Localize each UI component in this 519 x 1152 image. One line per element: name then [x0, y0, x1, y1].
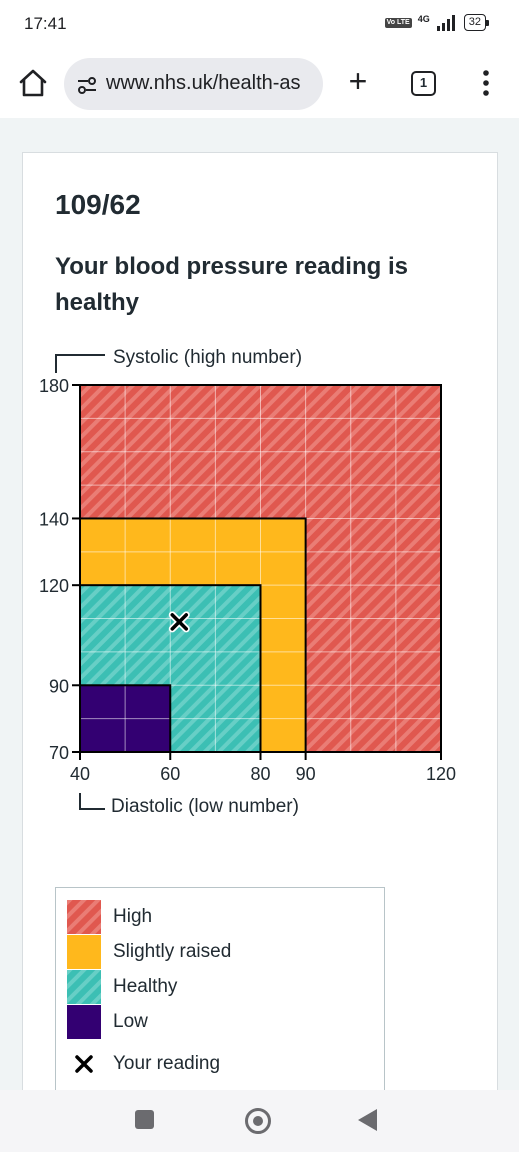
y-tick-label: 180: [39, 376, 69, 396]
reading-value: 109/62: [55, 189, 141, 220]
more-menu-icon[interactable]: [478, 68, 494, 98]
legend-label-low: Low: [113, 1011, 148, 1032]
system-nav-bar: [0, 1090, 519, 1152]
legend-swatch-high: [67, 900, 101, 934]
x-axis-label-bracket: [79, 793, 105, 810]
status-time: 17:41: [24, 14, 67, 33]
url-text[interactable]: www.nhs.uk/health-as: [106, 72, 301, 94]
legend-label-high: High: [113, 906, 153, 927]
result-card: 109/62 Your blood pressure reading is he…: [22, 152, 498, 1117]
legend-label-healthy: Healthy: [113, 976, 178, 997]
new-tab-icon[interactable]: +: [348, 63, 368, 99]
legend-swatch-healthy: [67, 970, 101, 1004]
legend-swatch-low: [67, 1005, 101, 1039]
home-nav-icon[interactable]: [245, 1108, 271, 1134]
x-tick-label: 40: [70, 764, 90, 784]
back-icon[interactable]: [358, 1109, 377, 1131]
browser-toolbar: www.nhs.uk/health-as + 1: [0, 50, 519, 118]
legend-item-high: High: [67, 900, 367, 934]
legend-swatch-your-reading-icon: [75, 1055, 93, 1073]
y-axis-label-bracket: [55, 354, 105, 373]
legend-item-low: Low: [67, 1005, 367, 1039]
y-axis-label: Systolic (high number): [113, 347, 302, 368]
legend-item-slightly-raised: Slightly raised: [67, 935, 367, 969]
status-icons: Vo LTE 4G 32: [384, 13, 489, 31]
reading-marker-cross: [170, 613, 189, 631]
y-tick-label: 120: [39, 576, 69, 596]
zone-border-low: [79, 684, 172, 753]
battery-icon: 32: [463, 14, 489, 31]
reading-marker-icon: [168, 611, 190, 633]
status-bar: 17:41 Vo LTE 4G 32: [0, 0, 519, 50]
network-type: 4G: [417, 13, 430, 24]
legend-item-your-reading: Your reading: [67, 1047, 367, 1081]
legend-label-your-reading: Your reading: [113, 1053, 221, 1074]
legend-item-healthy: Healthy: [67, 970, 367, 1004]
blood-pressure-chart: 70 90 120 140 180 40 60 80 90 120 Systolic (high …: [39, 347, 456, 817]
y-tick-label: 140: [39, 509, 69, 529]
result-headline: Your blood pressure reading is healthy: [55, 253, 408, 316]
tab-switcher-button[interactable]: 1: [411, 71, 436, 96]
legend-swatch-slightly-raised: [67, 935, 101, 969]
legend-label-slightly-raised: Slightly raised: [113, 941, 232, 962]
x-tick-label: 60: [160, 764, 180, 784]
volte-icon: Vo LTE: [384, 17, 412, 28]
y-tick-label: 70: [49, 743, 69, 763]
x-axis-label: Diastolic (low number): [111, 796, 299, 817]
x-tick-label: 80: [250, 764, 270, 784]
chart-legend: High Slightly raised Healthy Low Your re…: [55, 887, 385, 1117]
x-tick-label: 120: [426, 764, 456, 784]
recent-apps-icon[interactable]: [135, 1110, 154, 1129]
battery-level: 32: [463, 14, 486, 31]
address-bar[interactable]: www.nhs.uk/health-as: [64, 58, 323, 110]
home-icon[interactable]: [16, 66, 50, 100]
signal-icon: [436, 14, 455, 31]
site-settings-icon[interactable]: [76, 74, 98, 96]
x-tick-label: 90: [296, 764, 316, 784]
legend-reading-cross: [75, 1055, 93, 1073]
y-tick-label: 90: [49, 676, 69, 696]
